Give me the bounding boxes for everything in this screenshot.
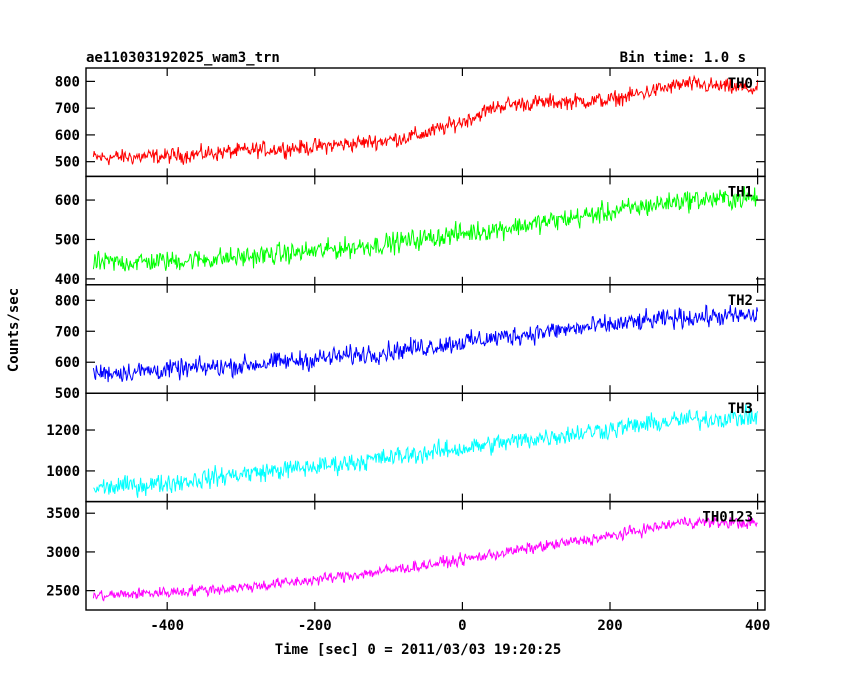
y-tick-label: 2500 — [46, 584, 80, 600]
series-line-th3 — [93, 404, 759, 498]
y-tick-label: 1200 — [46, 423, 80, 439]
x-tick-label: 400 — [745, 618, 770, 634]
y-tick-label: 500 — [55, 155, 80, 171]
y-tick-label: 400 — [55, 272, 80, 288]
panel-label: TH2 — [728, 293, 753, 309]
series-line-th0 — [92, 74, 759, 166]
panel-label: TH1 — [728, 184, 753, 200]
panel-th0123: 2500 3000 3500 TH0123 -400 -200 0 200 400 — [46, 500, 770, 634]
panel-th3: 1000 1200 TH3 — [46, 392, 766, 503]
panels: 500 600 700 800 TH0 400 500 600 TH1 500 600 700 800 T… — [46, 67, 770, 634]
y-tick-label: 1000 — [46, 464, 80, 480]
x-tick-label: -200 — [298, 618, 332, 634]
y-axis-label: Counts/sec — [6, 288, 22, 372]
y-tick-label: 800 — [55, 293, 80, 309]
y-tick-label: 600 — [55, 355, 80, 371]
bin-time-label: Bin time: 1.0 s — [620, 50, 746, 66]
x-tick-label: -400 — [150, 618, 184, 634]
panel-frame — [85, 284, 766, 394]
x-axis-label: Time [sec] 0 = 2011/03/03 19:20:25 — [275, 642, 562, 658]
x-tick-label: 0 — [458, 618, 466, 634]
y-tick-label: 700 — [55, 101, 80, 117]
y-tick-label: 800 — [55, 74, 80, 90]
panel-th0: 500 600 700 800 TH0 — [55, 67, 766, 178]
panel-frame — [85, 67, 766, 178]
panel-label: TH0123 — [702, 510, 753, 526]
panel-label: TH3 — [728, 401, 753, 417]
panel-label: TH0 — [728, 76, 753, 92]
series-line-th0123 — [92, 516, 758, 602]
y-tick-label: 600 — [55, 193, 80, 209]
chart-title: ae110303192025_wam3_trn — [86, 50, 280, 66]
x-tick-label: 200 — [597, 618, 622, 634]
y-tick-label: 500 — [55, 386, 80, 402]
y-tick-label: 500 — [55, 232, 80, 248]
panel-th1: 400 500 600 TH1 — [55, 175, 766, 288]
y-tick-label: 3000 — [46, 545, 80, 561]
panel-frame — [85, 175, 766, 286]
y-tick-label: 600 — [55, 128, 80, 144]
panel-frame — [85, 500, 766, 611]
panel-th2: 500 600 700 800 TH2 — [55, 284, 766, 402]
y-tick-label: 3500 — [46, 506, 80, 522]
series-line-th2 — [92, 304, 759, 383]
y-tick-label: 700 — [55, 324, 80, 340]
series-line-th1 — [92, 186, 759, 272]
